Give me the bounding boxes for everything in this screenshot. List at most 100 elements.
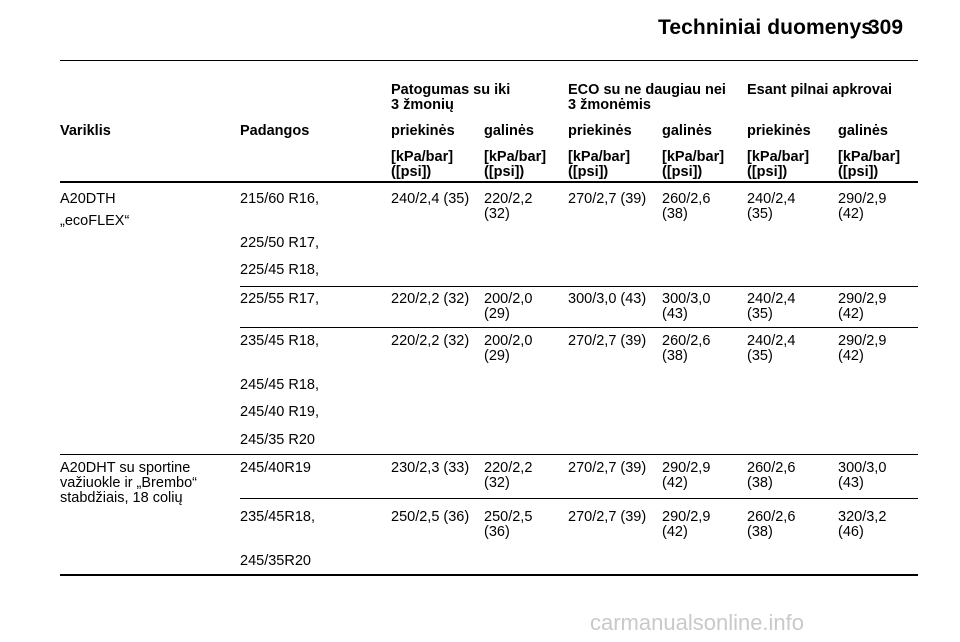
group-header-comfort-line2: 3 žmonių [391,97,454,113]
unit-label: [kPa/bar] [568,149,631,165]
pressure-value: 220/2,2 [484,460,533,476]
pressure-value: 270/2,7 (39) [568,509,647,525]
pressure-value: 260/2,6 [662,333,711,349]
engine-name: A20DTH [60,191,116,207]
pressure-value: 260/2,6 [662,191,711,207]
pressure-value: 240/2,4 [747,333,796,349]
pressure-value-psi: (46) [838,524,864,540]
unit-label: [kPa/bar] [838,149,901,165]
tire-size: 225/45 R18, [240,262,320,278]
pressure-value-psi: (42) [662,524,688,540]
pressure-value: 240/2,4 [747,191,796,207]
tire-size: 215/60 R16, [240,191,320,207]
section-divider [60,454,918,455]
pressure-value-psi: (38) [662,348,688,364]
row-divider [240,327,918,328]
pressure-value: 250/2,5 (36) [391,509,470,525]
pressure-value-psi: (42) [838,348,864,364]
pressure-value-psi: (35) [747,348,773,364]
column-header-front: priekinės [568,123,632,139]
pressure-value: 260/2,6 [747,509,796,525]
table-bottom-rule [60,574,918,576]
pressure-value: 300/3,0 [838,460,887,476]
tire-size: 225/50 R17, [240,235,320,251]
pressure-value: 200/2,0 [484,291,533,307]
unit-label: [kPa/bar] [662,149,725,165]
pressure-value: 220/2,2 (32) [391,291,470,307]
pressure-value: 290/2,9 [662,460,711,476]
column-header-rear: galinės [838,123,888,139]
pressure-value-psi: (43) [838,475,864,491]
unit-label: [kPa/bar] [484,149,547,165]
page-title: Techniniai duomenys [658,16,874,39]
engine-name: stabdžiais, 18 colių [60,490,183,506]
group-header-eco-line1: ECO su ne daugiau nei [568,82,726,98]
pressure-value-psi: (29) [484,348,510,364]
column-header-rear: galinės [484,123,534,139]
column-header-engine: Variklis [60,123,111,139]
unit-label: ([psi]) [838,164,879,180]
engine-name: A20DHT su sportine [60,460,191,476]
pressure-value: 270/2,7 (39) [568,460,647,476]
pressure-value: 260/2,6 [747,460,796,476]
tire-size: 245/40R19 [240,460,311,476]
tire-size: 225/55 R17, [240,291,320,307]
pressure-value: 220/2,2 (32) [391,333,470,349]
pressure-value: 320/3,2 [838,509,887,525]
unit-label: ([psi]) [484,164,525,180]
engine-variant: „ecoFLEX“ [60,213,130,229]
pressure-value: 300/3,0 [662,291,711,307]
pressure-value-psi: (29) [484,306,510,322]
pressure-value-psi: (42) [838,206,864,222]
group-header-eco-line2: 3 žmonėmis [568,97,651,113]
row-divider [240,286,918,287]
header-rule [60,60,918,61]
pressure-value-psi: (42) [838,306,864,322]
pressure-value: 220/2,2 [484,191,533,207]
pressure-value: 290/2,9 [838,191,887,207]
row-divider [240,498,918,499]
pressure-value-psi: (32) [484,206,510,222]
pressure-value-psi: (38) [662,206,688,222]
pressure-value: 290/2,9 [838,333,887,349]
tire-size: 235/45 R18, [240,333,320,349]
column-header-front: priekinės [391,123,455,139]
pressure-value-psi: (32) [484,475,510,491]
group-header-full-load: Esant pilnai apkrovai [747,82,893,98]
unit-label: ([psi]) [568,164,609,180]
pressure-value-psi: (42) [662,475,688,491]
pressure-value: 240/2,4 (35) [391,191,470,207]
unit-label: [kPa/bar] [747,149,810,165]
unit-label: ([psi]) [662,164,703,180]
pressure-value-psi: (35) [747,206,773,222]
pressure-value: 290/2,9 [838,291,887,307]
pressure-value: 240/2,4 [747,291,796,307]
pressure-value-psi: (38) [747,475,773,491]
unit-label: ([psi]) [391,164,432,180]
pressure-value-psi: (35) [747,306,773,322]
column-header-tires: Padangos [240,123,310,139]
tire-size: 245/45 R18, [240,377,320,393]
tire-size: 245/40 R19, [240,404,320,420]
pressure-value: 250/2,5 [484,509,533,525]
pressure-value: 270/2,7 (39) [568,333,647,349]
page-number: 309 [868,16,904,39]
pressure-value-psi: (36) [484,524,510,540]
pressure-value: 300/3,0 (43) [568,291,647,307]
pressure-value: 200/2,0 [484,333,533,349]
pressure-value-psi: (38) [747,524,773,540]
pressure-value: 230/2,3 (33) [391,460,470,476]
group-header-comfort-line1: Patogumas su iki [391,82,511,98]
pressure-value: 270/2,7 (39) [568,191,647,207]
column-header-rear: galinės [662,123,712,139]
unit-label: ([psi]) [747,164,788,180]
watermark: carmanualsonline.info [590,610,805,635]
column-header-front: priekinės [747,123,811,139]
pressure-value-psi: (43) [662,306,688,322]
tire-size: 245/35 R20 [240,432,315,448]
unit-label: [kPa/bar] [391,149,454,165]
tire-size: 235/45R18, [240,509,315,525]
tire-size: 245/35R20 [240,553,311,569]
header-bottom-rule [60,181,918,183]
pressure-value: 290/2,9 [662,509,711,525]
